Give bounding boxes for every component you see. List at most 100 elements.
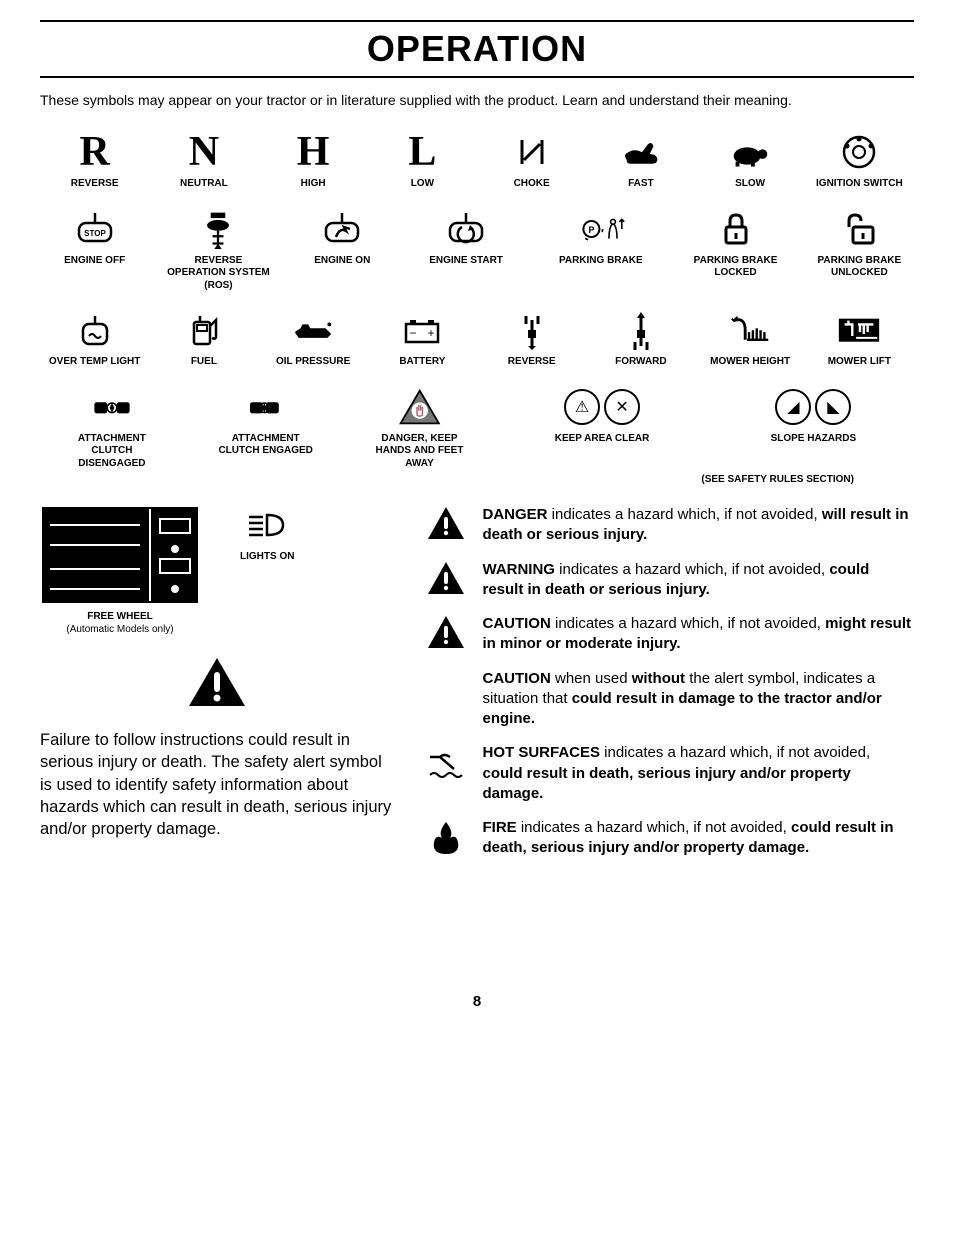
- symbol-label: MOWER HEIGHT: [710, 356, 790, 369]
- symbol-free-wheel: FREE WHEEL (Automatic Models only): [40, 505, 200, 636]
- symbol-label: LIGHTS ON: [240, 551, 294, 564]
- choke-icon: [508, 132, 556, 172]
- page-title: OPERATION: [367, 28, 587, 69]
- symbol-forward: FORWARD: [586, 310, 695, 369]
- safety-alert-symbol: [40, 654, 394, 715]
- symbol-lights-on: LIGHTS ON: [240, 505, 294, 564]
- symbol-label: ENGINE ON: [314, 255, 370, 268]
- rabbit-icon: [617, 132, 665, 172]
- symbol-label: PARKING BRAKE: [559, 255, 643, 268]
- symbol-engine-on: ENGINE ON: [288, 209, 397, 268]
- engine-on-icon: [318, 209, 366, 249]
- symbol-slow: SLOW: [696, 132, 805, 191]
- symbol-engine-start: ENGINE START: [411, 209, 520, 268]
- fire-icon: [424, 818, 468, 858]
- hazard-danger: DANGER indicates a hazard which, if not …: [424, 505, 914, 546]
- symbol-neutral: N NEUTRAL: [149, 132, 258, 191]
- page-title-wrap: OPERATION: [40, 28, 914, 78]
- hazard-mid2: without: [632, 670, 685, 687]
- symbol-label: FAST: [628, 178, 654, 191]
- symbol-label: FREE WHEEL: [87, 611, 153, 624]
- symbol-ros: REVERSE OPERATION SYSTEM (ROS): [164, 209, 273, 293]
- svg-text:STOP: STOP: [84, 229, 106, 238]
- symbol-label: IGNITION SWITCH: [816, 178, 903, 191]
- clutch-disengaged-icon: [88, 387, 136, 427]
- symbol-reverse: R REVERSE: [40, 132, 149, 191]
- neutral-letter-icon: N: [189, 131, 219, 173]
- free-wheel-icon: [40, 505, 200, 605]
- hazard-caution: CAUTION indicates a hazard which, if not…: [424, 614, 914, 655]
- ignition-icon: [835, 132, 883, 172]
- symbol-label: MOWER LIFT: [828, 356, 891, 369]
- hazard-mid: indicates a hazard which, if not avoided…: [517, 819, 791, 836]
- symbol-clutch-engaged: ATTACHMENT CLUTCH ENGAGED: [194, 387, 338, 458]
- hazard-lead: CAUTION: [482, 670, 550, 687]
- battery-icon: −+: [398, 310, 446, 350]
- clutch-engaged-icon: [242, 387, 290, 427]
- symbol-keep-area-clear: ⚠✕ KEEP AREA CLEAR: [501, 387, 702, 446]
- symbol-label: CHOKE: [514, 178, 550, 191]
- symbol-label: ATTACHMENT CLUTCH DISENGAGED: [57, 433, 167, 471]
- symbol-label: NEUTRAL: [180, 178, 228, 191]
- temp-icon: [71, 310, 119, 350]
- lights-icon: [243, 505, 291, 545]
- parking-brake-icon: P: [577, 209, 625, 249]
- symbol-label: ATTACHMENT CLUTCH ENGAGED: [211, 433, 321, 458]
- symbol-label: FORWARD: [615, 356, 666, 369]
- forward-arrow-icon: [617, 310, 665, 350]
- symbol-fuel: FUEL: [149, 310, 258, 369]
- symbol-row-4: ATTACHMENT CLUTCH DISENGAGED ATTACHMENT …: [40, 387, 914, 489]
- symbol-engine-off: STOP ENGINE OFF: [40, 209, 149, 268]
- hazard-warning: WARNING indicates a hazard which, if not…: [424, 560, 914, 601]
- symbol-sublabel: (Automatic Models only): [66, 624, 173, 637]
- hazard-mid: indicates a hazard which, if not avoided…: [555, 561, 829, 578]
- symbol-label: BATTERY: [399, 356, 445, 369]
- hazard-mid: indicates a hazard which, if not avoided…: [548, 506, 822, 523]
- symbol-mower-height: MOWER HEIGHT: [696, 310, 805, 369]
- hazard-lead: HOT SURFACES: [482, 744, 600, 761]
- symbol-label: HIGH: [301, 178, 326, 191]
- symbol-label: REVERSE OPERATION SYSTEM (ROS): [164, 255, 273, 293]
- hand-danger-icon: [395, 387, 443, 427]
- symbol-row-2: STOP ENGINE OFF REVERSE OPERATION SYSTEM…: [40, 209, 914, 311]
- mower-lift-icon: [835, 310, 883, 350]
- symbol-reverse-arrow: REVERSE: [477, 310, 586, 369]
- hazard-fire: FIRE indicates a hazard which, if not av…: [424, 818, 914, 859]
- hazard-caution-no-symbol: CAUTION when used without the alert symb…: [424, 669, 914, 730]
- symbol-label: FUEL: [191, 356, 217, 369]
- symbol-parking-brake-locked: PARKING BRAKE LOCKED: [681, 209, 790, 280]
- symbol-label: LOW: [411, 178, 434, 191]
- mower-height-icon: [726, 310, 774, 350]
- symbol-label: PARKING BRAKE UNLOCKED: [805, 255, 914, 280]
- page-number: 8: [40, 993, 914, 1010]
- oil-icon: [289, 310, 337, 350]
- alert-triangle-icon: [424, 614, 468, 650]
- symbol-row-3: OVER TEMP LIGHT FUEL OIL PRESSURE −+ BAT…: [40, 310, 914, 387]
- hazard-bold: could result in death, serious injury an…: [482, 765, 850, 802]
- hazard-hot-surfaces: HOT SURFACES indicates a hazard which, i…: [424, 743, 914, 804]
- hazard-mid: indicates a hazard which, if not avoided…: [600, 744, 870, 761]
- ros-icon: [194, 209, 242, 249]
- svg-text:+: +: [428, 326, 435, 340]
- alert-triangle-icon: [185, 654, 249, 710]
- symbol-label: ENGINE OFF: [64, 255, 125, 268]
- symbol-label: SLOW: [735, 178, 765, 191]
- slope-icon: ◢◣: [768, 387, 858, 427]
- reverse-letter-icon: R: [79, 131, 109, 173]
- fuel-icon: [180, 310, 228, 350]
- symbol-battery: −+ BATTERY: [368, 310, 477, 369]
- engine-start-icon: [442, 209, 490, 249]
- symbol-label: OIL PRESSURE: [276, 356, 350, 369]
- symbol-danger-hands-feet: DANGER, KEEP HANDS AND FEET AWAY: [348, 387, 492, 471]
- symbol-parking-brake-unlocked: PARKING BRAKE UNLOCKED: [805, 209, 914, 280]
- row4-note: (SEE SAFETY RULES SECTION): [40, 474, 854, 485]
- bottom-section: FREE WHEEL (Automatic Models only) LIGHT…: [40, 505, 914, 873]
- symbol-parking-brake: P PARKING BRAKE: [535, 209, 666, 268]
- symbol-clutch-disengaged: ATTACHMENT CLUTCH DISENGAGED: [40, 387, 184, 471]
- svg-text:−: −: [410, 326, 417, 340]
- lock-open-icon: [835, 209, 883, 249]
- symbol-over-temp: OVER TEMP LIGHT: [40, 310, 149, 369]
- symbol-label: PARKING BRAKE LOCKED: [681, 255, 790, 280]
- intro-text: These symbols may appear on your tractor…: [40, 92, 914, 108]
- reverse-arrow-icon: [508, 310, 556, 350]
